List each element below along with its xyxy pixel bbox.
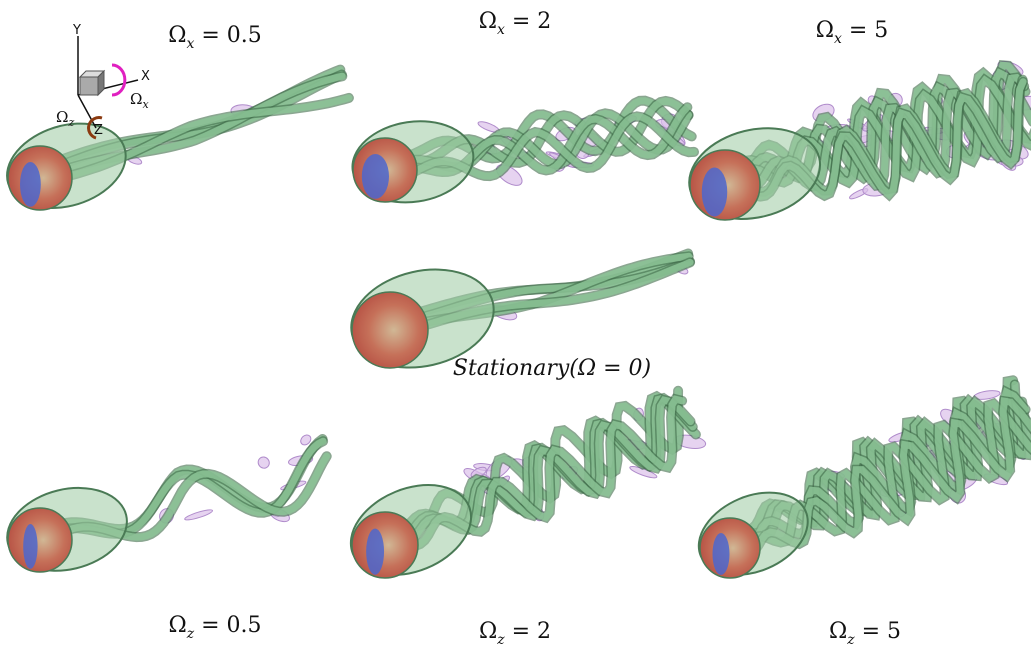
subscript: z [67, 116, 74, 129]
cube [80, 77, 98, 95]
omega-z-label: Ωz [56, 108, 74, 129]
value: = 0.5 [194, 23, 261, 48]
symbol: Ω [168, 23, 186, 48]
omega-x-label: Ωx [130, 90, 149, 111]
panel-label: Stationary(Ω = 0) [453, 356, 651, 381]
panel-label: Ωx = 0.5 [168, 23, 262, 52]
panel-label: Ωz = 2 [479, 619, 551, 646]
subscript: x [186, 36, 194, 52]
sphere-shell [700, 518, 760, 578]
figure: Y X Z Ωz Ωx Ωx = 0.5 Ωx = 2 Ωx = 5 Stati… [0, 0, 1031, 646]
value: = 5 [855, 619, 901, 644]
value: = 2 [505, 619, 551, 644]
axis-label-x: X [141, 69, 150, 84]
sphere-shell [690, 150, 760, 220]
axes-icon: Y X Z Ωz Ωx [56, 23, 150, 138]
value: = 2 [505, 9, 551, 34]
sphere-shell [8, 508, 72, 572]
value: = 5 [842, 18, 888, 43]
sphere-shell [352, 292, 428, 368]
symbol: Ω [56, 108, 68, 126]
vortex-isosurface-secondary [256, 455, 272, 471]
panel-label: Ωz = 5 [829, 619, 901, 646]
symbol: Ω [816, 18, 834, 43]
sphere-shell [352, 512, 418, 578]
subscript: x [142, 98, 149, 111]
value: = 0.5 [194, 613, 261, 638]
panel-label: Ωx = 5 [816, 18, 889, 47]
symbol: Ω [479, 619, 497, 644]
axis-label-y: Y [72, 23, 81, 38]
panel-label: Ωx = 2 [479, 9, 552, 38]
sphere-shell [8, 146, 72, 210]
panels [0, 59, 1031, 592]
vortex-isosurface-secondary [184, 508, 213, 522]
rotation-x-arrow [112, 65, 125, 95]
subscript: x [497, 22, 505, 38]
sphere-shell [353, 138, 417, 202]
subscript: x [834, 31, 842, 47]
axis-label-z: Z [94, 123, 103, 138]
symbol: Ω [168, 613, 186, 638]
symbol: Ω [829, 619, 847, 644]
symbol: Ω [130, 90, 142, 108]
panel-label: Ωz = 0.5 [168, 613, 261, 642]
symbol: Ω [479, 9, 497, 34]
